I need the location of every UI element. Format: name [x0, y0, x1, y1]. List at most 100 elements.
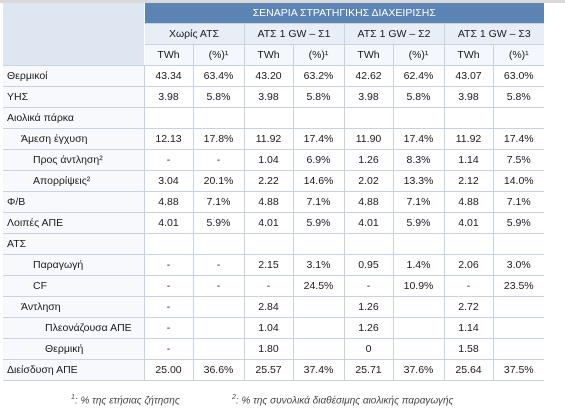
unit-header-row: TWh (%)¹ TWh (%)¹ TWh (%)¹ TWh (%)¹: [3, 44, 545, 66]
table-cell: 8.3%: [393, 149, 445, 171]
table-cell: 4.88: [244, 191, 294, 213]
table-row: Απορρίψεις² 3.04 20.1% 2.22 14.6% 2.02 13.3% 2.…: [3, 170, 545, 192]
table-cell: [293, 107, 345, 129]
table-cell: 17.8%: [193, 128, 245, 150]
table-row: ΑΤΣ: [3, 233, 545, 255]
table-cell: 2.84: [244, 296, 294, 318]
table-cell: 37.5%: [493, 359, 545, 381]
table-cell: 5.9%: [293, 212, 345, 234]
table-cell: 1.80: [244, 338, 294, 360]
table-cell: [444, 107, 494, 129]
table-cell: 63.4%: [193, 65, 245, 87]
table-cell: -: [244, 275, 294, 297]
table-cell: [193, 317, 245, 339]
table-cell: 3.98: [344, 86, 394, 108]
table-cell: 1.4%: [393, 254, 445, 276]
table-cell: 1.04: [244, 317, 294, 339]
footnote-2-mark: 2: [232, 394, 236, 401]
table-cell: 3.98: [444, 86, 494, 108]
table-cell: 63.2%: [293, 65, 345, 87]
table-cell: 4.88: [344, 191, 394, 213]
table-cell: 7.1%: [493, 191, 545, 213]
table-cell: 23.5%: [493, 275, 545, 297]
table-cell: 1.04: [244, 149, 294, 171]
table-cell: [493, 107, 545, 129]
table-row: Φ/Β 4.88 7.1% 4.88 7.1% 4.88 7.1% 4.88 7.1%: [3, 191, 545, 213]
table-cell: 25.64: [444, 359, 494, 381]
table-row: Διείσδυση ΑΠΕ 25.00 36.6% 25.57 37.4% 25.71 37…: [3, 359, 545, 381]
table-cell: 7.1%: [393, 191, 445, 213]
row-label: Άντληση: [3, 296, 145, 318]
table-cell: 10.9%: [393, 275, 445, 297]
table-row: Άμεση έγχυση 12.13 17.8% 11.92 17.4% 11.90 17.…: [3, 128, 545, 150]
footnote-1: 1: % της ετήσιας ζήτησης: [71, 394, 180, 406]
table-cell: 1.26: [344, 149, 394, 171]
table-cell: 5.9%: [493, 212, 545, 234]
scenario-header: ΑΤΣ 1 GW – Σ1: [244, 23, 345, 45]
table-row: Θερμικοί 43.34 63.4% 43.20 63.2% 42.62 62.4% 43…: [3, 65, 545, 87]
table-cell: -: [193, 254, 245, 276]
table-cell: [493, 233, 545, 255]
footnote-1-text: : % της ετήσιας ζήτησης: [74, 395, 180, 407]
row-label: Θερμική: [3, 338, 145, 360]
table-title: ΣΕΝΑΡΙΑ ΣΤΡΑΤΗΓΙΚΗΣ ΔΙΑΧΕΙΡΙΣΗΣ: [144, 3, 545, 24]
table-cell: 0.95: [344, 254, 394, 276]
table-cell: [244, 107, 294, 129]
table-cell: 5.9%: [193, 212, 245, 234]
table-cell: 5.8%: [193, 86, 245, 108]
row-label: Φ/Β: [3, 191, 145, 213]
top-clipped-text-strip: [0, 0, 565, 3]
table-cell: 63.0%: [493, 65, 545, 87]
table-cell: 5.8%: [293, 86, 345, 108]
unit-header: TWh: [344, 44, 394, 66]
title-row: ΣΕΝΑΡΙΑ ΣΤΡΑΤΗΓΙΚΗΣ ΔΙΑΧΕΙΡΙΣΗΣ: [3, 3, 545, 66]
table-cell: [444, 233, 494, 255]
table-cell: 4.01: [244, 212, 294, 234]
footnote-2: 2: % της συνολικά διαθέσιμης αιολικής πα…: [232, 394, 453, 406]
table-cell: 4.01: [444, 212, 494, 234]
table-cell: 11.90: [344, 128, 394, 150]
table-cell: 2.15: [244, 254, 294, 276]
table-cell: 2.22: [244, 170, 294, 192]
table-cell: 3.0%: [493, 254, 545, 276]
table-cell: [144, 233, 194, 255]
table-row: Πλεονάζουσα ΑΠΕ - 1.04 1.26 1.14: [3, 317, 545, 339]
table-cell: 62.4%: [393, 65, 445, 87]
table-cell: 14.0%: [493, 170, 545, 192]
table-row: Θερμική - 1.80 0 1.58: [3, 338, 545, 360]
table-cell: 13.3%: [393, 170, 445, 192]
table-cell: [193, 338, 245, 360]
unit-header: (%)¹: [493, 44, 545, 66]
table-cell: [193, 107, 245, 129]
table-cell: 4.88: [144, 191, 194, 213]
table-cell: 2.72: [444, 296, 494, 318]
table-cell: -: [344, 275, 394, 297]
table-cell: 0: [344, 338, 394, 360]
row-label: ΥΗΣ: [3, 86, 145, 108]
table-cell: 1.26: [344, 296, 394, 318]
table-cell: -: [144, 275, 194, 297]
table-cell: 1.14: [444, 149, 494, 171]
table-cell: -: [444, 275, 494, 297]
table-cell: [393, 296, 445, 318]
table-cell: -: [144, 296, 194, 318]
table-cell: 37.4%: [293, 359, 345, 381]
table-cell: -: [193, 275, 245, 297]
table-cell: 3.04: [144, 170, 194, 192]
table-cell: [193, 233, 245, 255]
row-label: Προς άντληση²: [3, 149, 145, 171]
table-cell: -: [144, 254, 194, 276]
unit-header: (%)¹: [393, 44, 445, 66]
table-cell: 1.58: [444, 338, 494, 360]
table-cell: 2.06: [444, 254, 494, 276]
table-cell: 5.8%: [493, 86, 545, 108]
scenario-header: Χωρίς ΑΤΣ: [144, 23, 245, 45]
table-row: ΥΗΣ 3.98 5.8% 3.98 5.8% 3.98 5.8% 3.98 5.8%: [3, 86, 545, 108]
table-cell: 6.9%: [293, 149, 345, 171]
table-cell: 12.13: [144, 128, 194, 150]
energy-scenarios-table: ΣΕΝΑΡΙΑ ΣΤΡΑΤΗΓΙΚΗΣ ΔΙΑΧΕΙΡΙΣΗΣ Χωρίς ΑΤ…: [3, 3, 545, 381]
row-label: Απορρίψεις²: [3, 170, 145, 192]
row-label: CF: [3, 275, 145, 297]
table-cell: 5.9%: [393, 212, 445, 234]
table-cell: 43.20: [244, 65, 294, 87]
